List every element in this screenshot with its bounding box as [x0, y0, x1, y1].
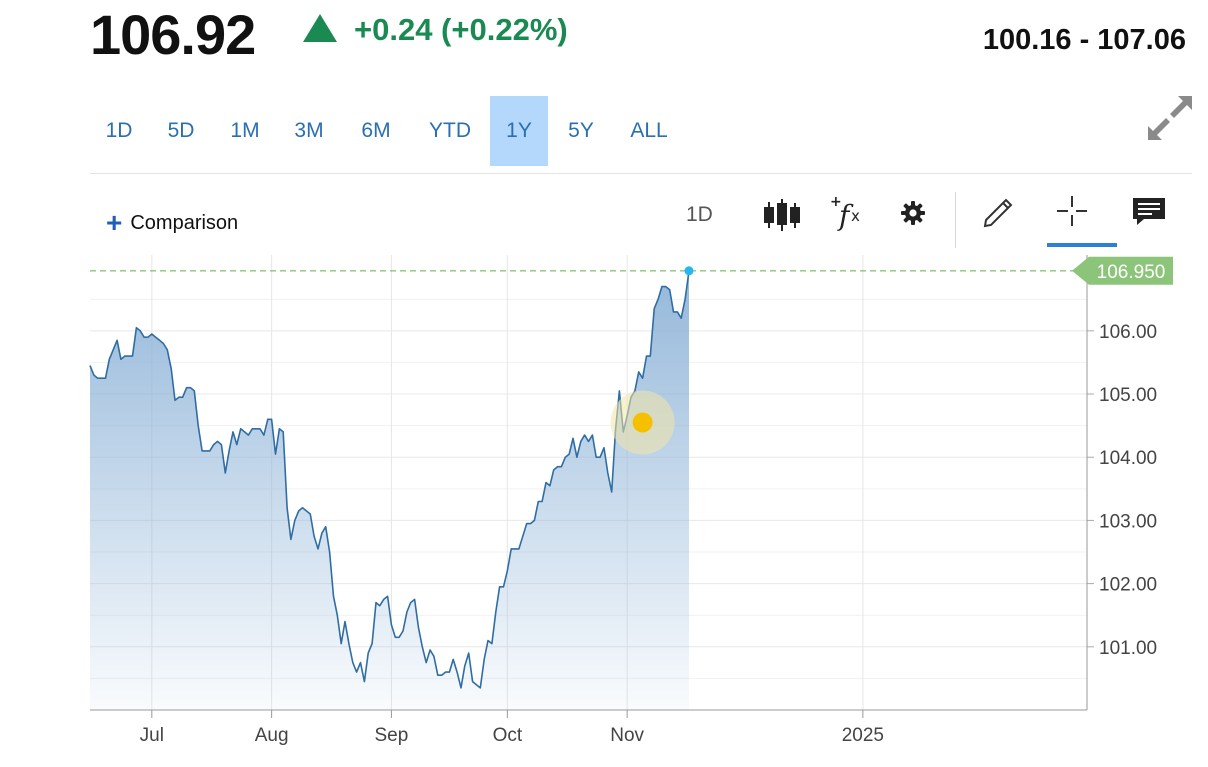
range-tab-1d[interactable]: 1D [105, 119, 133, 142]
x-tick-label: Nov [610, 725, 644, 746]
range-tab-1y[interactable]: 1Y [490, 96, 548, 166]
header-divider [90, 173, 1192, 174]
x-tick-label: Sep [375, 725, 409, 746]
plus-icon: + [106, 207, 123, 238]
crosshair-icon[interactable] [1056, 195, 1088, 232]
last-value-label: 106.950 [1097, 262, 1166, 283]
range-tab-3m[interactable]: 3M [294, 119, 324, 142]
y-tick-label: 104.00 [1099, 448, 1157, 469]
last-value-flag [1072, 256, 1173, 285]
range-tab-6m[interactable]: 6M [361, 119, 391, 142]
up-arrow-icon [303, 14, 337, 42]
x-tick-label: Jul [140, 725, 164, 746]
svg-text:x: x [851, 207, 860, 225]
function-icon[interactable]: + f x [830, 194, 866, 238]
active-tool-indicator [1047, 243, 1117, 247]
comment-icon[interactable] [1132, 197, 1166, 232]
range-tab-all[interactable]: ALL [630, 119, 668, 142]
candlestick-icon[interactable] [764, 198, 800, 237]
comparison-label: Comparison [130, 212, 239, 234]
gear-icon[interactable] [900, 200, 926, 231]
range-tabs: 1D 5D 1M 3M 6M YTD 1Y 5Y ALL [90, 96, 684, 166]
price-line [89, 270, 690, 689]
price-area [90, 270, 689, 710]
last-point-marker [684, 266, 694, 276]
y-tick-label: 103.00 [1099, 511, 1157, 532]
event-marker[interactable] [632, 412, 653, 433]
svg-text:+: + [830, 195, 842, 210]
toolbar-separator [955, 192, 956, 248]
y-tick-label: 102.00 [1099, 575, 1157, 596]
quote-price: 106.92 [90, 3, 256, 66]
interval-button[interactable]: 1D [686, 203, 713, 226]
x-tick-label: Aug [255, 725, 289, 746]
x-tick-label: Oct [493, 725, 523, 746]
y-tick-label: 101.00 [1099, 638, 1157, 659]
range-tab-1m[interactable]: 1M [230, 119, 260, 142]
range-tab-ytd[interactable]: YTD [429, 119, 471, 142]
range-tab-5y[interactable]: 5Y [568, 119, 594, 142]
quote-change: +0.24 (+0.22%) [354, 12, 568, 47]
range-tab-5d[interactable]: 5D [167, 119, 195, 142]
quote-range: 100.16 - 107.06 [982, 24, 1186, 56]
x-tick-label: 2025 [842, 725, 884, 746]
y-tick-label: 106.00 [1099, 322, 1157, 343]
price-chart[interactable]: 106.00 105.00 104.00 103.00 102.00 101.00 Jul A… [0, 250, 1208, 767]
pencil-icon[interactable] [982, 196, 1016, 233]
expand-icon[interactable] [1148, 96, 1192, 140]
y-tick-label: 105.00 [1099, 385, 1157, 406]
comparison-button[interactable]: + Comparison [106, 207, 238, 239]
